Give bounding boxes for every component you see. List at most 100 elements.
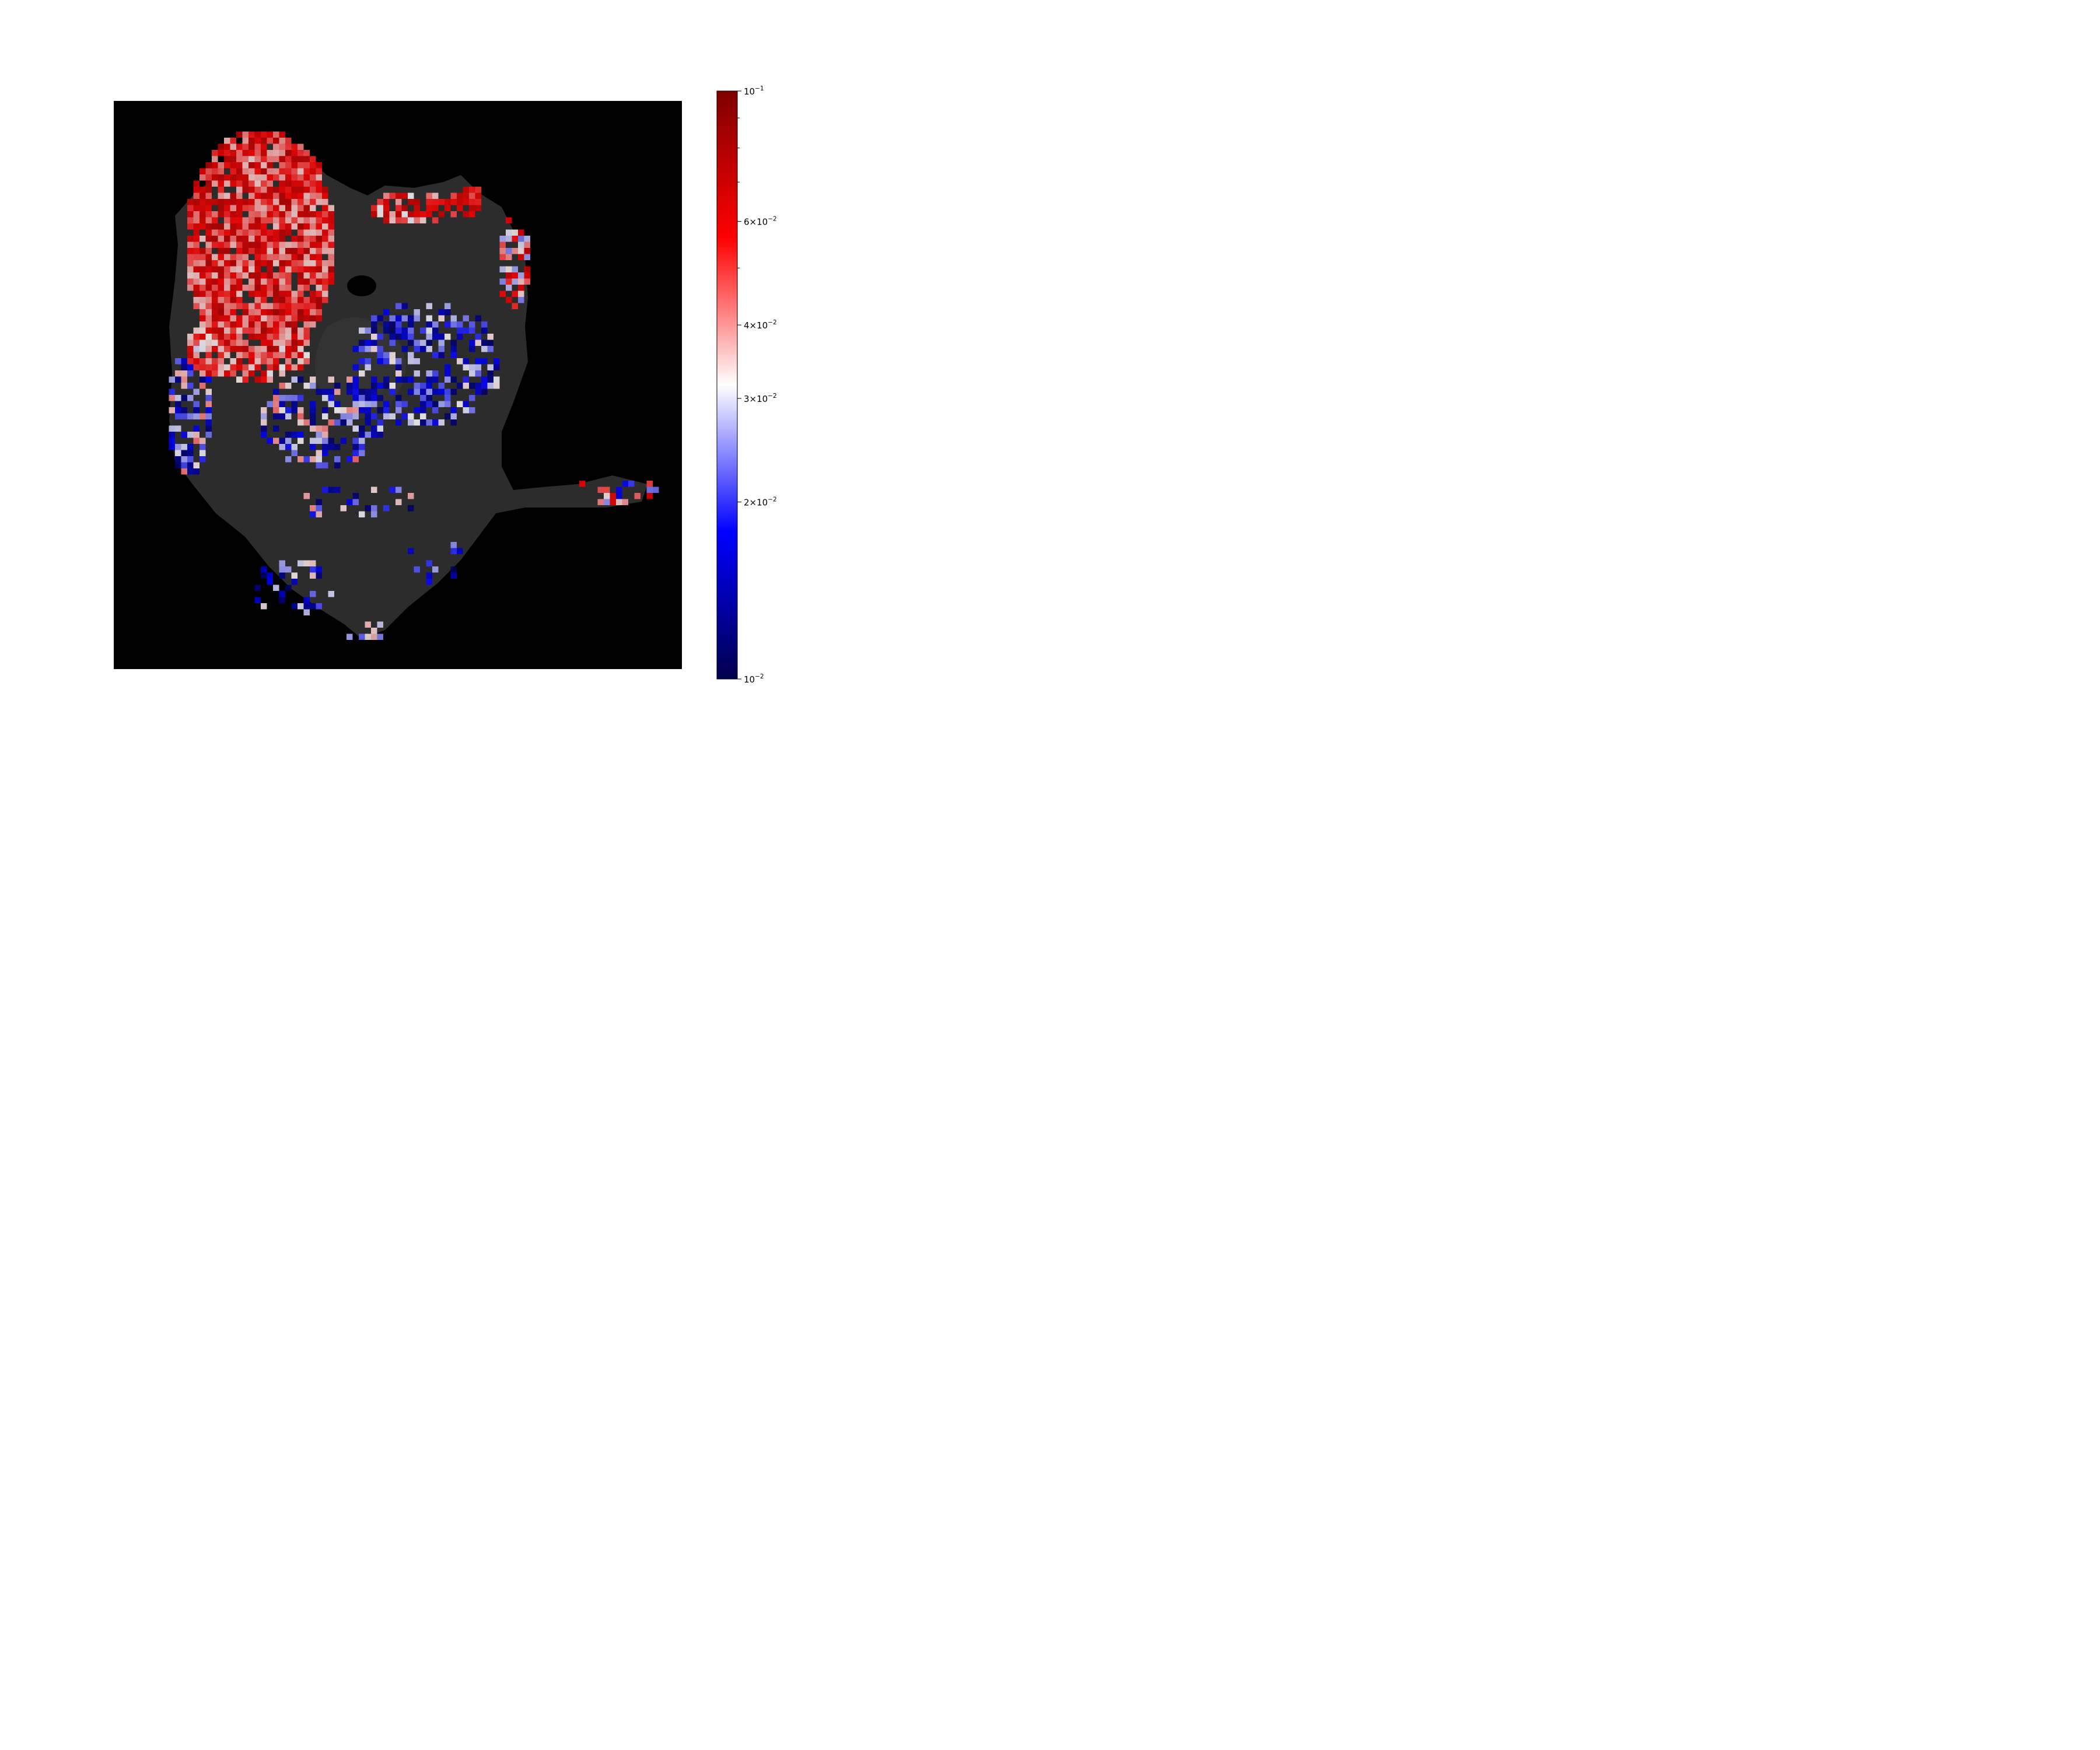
heatmap-cell bbox=[261, 370, 267, 377]
heatmap-cell bbox=[371, 511, 377, 517]
heatmap-cell bbox=[377, 199, 383, 205]
heatmap-cell bbox=[310, 199, 316, 205]
heatmap-cell bbox=[200, 272, 206, 279]
heatmap-cell bbox=[389, 315, 396, 321]
heatmap-cell bbox=[506, 272, 512, 279]
heatmap-cell bbox=[261, 285, 267, 291]
heatmap-cell bbox=[230, 364, 236, 370]
heatmap-cell bbox=[383, 327, 390, 334]
heatmap-cell bbox=[242, 272, 249, 279]
heatmap-cell bbox=[450, 199, 457, 205]
heatmap-cell bbox=[200, 192, 206, 199]
heatmap-cell bbox=[365, 358, 371, 365]
heatmap-cell bbox=[212, 254, 218, 260]
heatmap-cell bbox=[205, 370, 212, 377]
heatmap-cell bbox=[193, 211, 200, 218]
heatmap-cell bbox=[285, 297, 292, 303]
heatmap-cell bbox=[310, 438, 316, 444]
heatmap-cell bbox=[487, 346, 494, 352]
heatmap-cell bbox=[249, 131, 255, 138]
heatmap-cell bbox=[426, 321, 432, 328]
heatmap-cell bbox=[310, 266, 316, 272]
heatmap-cell bbox=[249, 290, 255, 297]
heatmap-cell bbox=[322, 229, 328, 236]
heatmap-cell bbox=[310, 376, 316, 383]
heatmap-cell bbox=[352, 493, 359, 499]
heatmap-cell bbox=[254, 131, 261, 138]
heatmap-cell bbox=[236, 285, 243, 291]
heatmap-cell bbox=[322, 266, 328, 272]
heatmap-cell bbox=[383, 217, 390, 223]
heatmap-cell bbox=[359, 450, 365, 456]
heatmap-cell bbox=[254, 144, 261, 150]
heatmap-cell bbox=[291, 297, 298, 303]
heatmap-cell bbox=[365, 364, 371, 370]
heatmap-cell bbox=[187, 340, 194, 346]
heatmap-cell bbox=[187, 334, 194, 340]
heatmap-cell bbox=[334, 383, 341, 389]
heatmap-cell bbox=[383, 211, 390, 218]
heatmap-cell bbox=[212, 242, 218, 248]
heatmap-cell bbox=[512, 272, 518, 279]
heatmap-cell bbox=[487, 340, 494, 346]
heatmap-cell bbox=[254, 597, 261, 603]
heatmap-cell bbox=[187, 432, 194, 438]
heatmap-cell bbox=[205, 290, 212, 297]
heatmap-cell bbox=[316, 290, 322, 297]
heatmap-cell bbox=[310, 236, 316, 242]
heatmap-cell bbox=[298, 407, 304, 414]
heatmap-cell bbox=[273, 236, 279, 242]
heatmap-cell bbox=[187, 370, 194, 377]
heatmap-cell bbox=[285, 266, 292, 272]
heatmap-cell bbox=[371, 432, 377, 438]
heatmap-cell bbox=[205, 211, 212, 218]
heatmap-cell bbox=[236, 236, 243, 242]
heatmap-cell bbox=[187, 278, 194, 285]
heatmap-cell bbox=[352, 388, 359, 395]
heatmap-cell bbox=[352, 413, 359, 419]
heatmap-cell bbox=[291, 346, 298, 352]
heatmap-cell bbox=[322, 388, 328, 395]
heatmap-cell bbox=[352, 444, 359, 450]
heatmap-cell bbox=[261, 272, 267, 279]
heatmap-cell bbox=[401, 303, 408, 309]
heatmap-cell bbox=[298, 144, 304, 150]
heatmap-cell bbox=[359, 388, 365, 395]
heatmap-cell bbox=[224, 229, 230, 236]
heatmap-cell bbox=[291, 217, 298, 223]
heatmap-cell bbox=[310, 456, 316, 463]
heatmap-cell bbox=[242, 217, 249, 223]
heatmap-cell bbox=[359, 395, 365, 401]
heatmap-cell bbox=[236, 174, 243, 181]
heatmap-cell bbox=[285, 566, 292, 573]
heatmap-cell bbox=[494, 376, 500, 383]
heatmap-cell bbox=[236, 187, 243, 193]
heatmap-cell bbox=[267, 334, 273, 340]
heatmap-cell bbox=[187, 468, 194, 475]
heatmap-cell bbox=[230, 156, 236, 162]
heatmap-cell bbox=[310, 290, 316, 297]
heatmap-cell bbox=[218, 278, 224, 285]
heatmap-cell bbox=[322, 223, 328, 230]
heatmap-cell bbox=[193, 180, 200, 187]
heatmap-cell bbox=[499, 290, 506, 297]
heatmap-cell bbox=[414, 309, 420, 316]
heatmap-cell bbox=[224, 272, 230, 279]
heatmap-cell bbox=[236, 290, 243, 297]
heatmap-cell bbox=[389, 334, 396, 340]
heatmap-cell bbox=[230, 346, 236, 352]
heatmap-cell bbox=[218, 187, 224, 193]
heatmap-cell bbox=[254, 278, 261, 285]
heatmap-cell bbox=[463, 376, 469, 383]
heatmap-cell bbox=[408, 327, 414, 334]
heatmap-cell bbox=[291, 144, 298, 150]
heatmap-cell bbox=[298, 150, 304, 156]
heatmap-cell bbox=[475, 364, 481, 370]
heatmap-cell bbox=[285, 180, 292, 187]
heatmap-cell bbox=[310, 560, 316, 566]
heatmap-cell bbox=[383, 205, 390, 211]
heatmap-cell bbox=[249, 334, 255, 340]
heatmap-cell bbox=[303, 309, 310, 316]
heatmap-cell bbox=[230, 370, 236, 377]
heatmap-cell bbox=[316, 505, 322, 512]
